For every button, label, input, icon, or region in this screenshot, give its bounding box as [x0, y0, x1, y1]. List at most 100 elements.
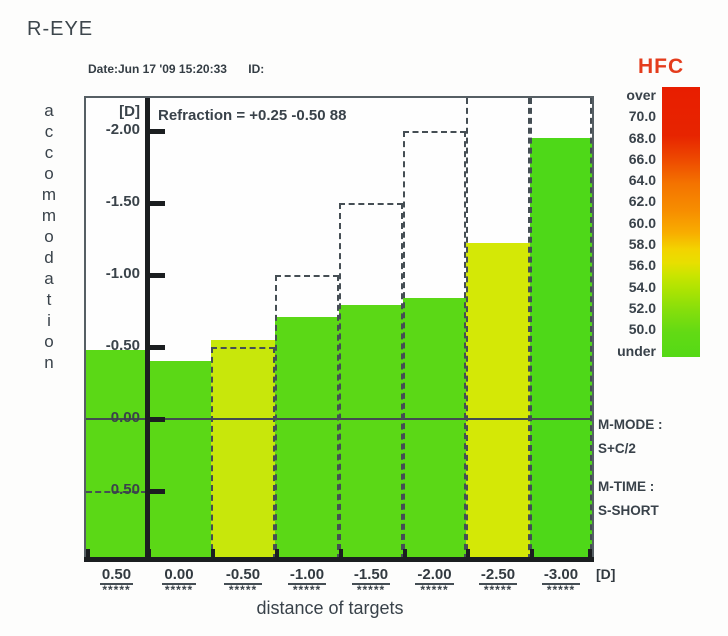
legend-label-over: over	[626, 87, 656, 103]
y-tick-label--1.50: -1.50	[105, 193, 140, 210]
legend-label-68.0: 68.0	[628, 129, 656, 146]
y-axis-title: a c c o m m o d a t i o n	[41, 101, 57, 372]
target-left--1.50	[339, 203, 341, 560]
legend-label-66.0: 66.0	[628, 150, 656, 167]
y-tick--1.50	[150, 201, 165, 206]
target-left--0.50	[211, 347, 213, 560]
x-axis-unit: [D]	[596, 566, 616, 582]
x-label-value: -2.00	[415, 566, 454, 585]
legend-label-54.0: 54.0	[628, 278, 656, 295]
x-label-value: -3.00	[541, 566, 581, 585]
target-top--1.50	[339, 203, 403, 205]
x-label--0.50: -0.50 *****	[211, 566, 275, 597]
x-tick	[466, 549, 470, 557]
y-tick-label-0.50: 0.50	[110, 481, 140, 498]
legend-label-58.0: 58.0	[628, 236, 656, 253]
refraction-annotation: Refraction = +0.25 -0.50 88	[158, 107, 347, 124]
measurement-settings: M-MODE : S+C/2 M-TIME : S-SHORT	[598, 417, 663, 518]
date-value: Date:Jun 17 '09 15:20:33	[88, 62, 227, 76]
target-right--1.00	[337, 275, 339, 560]
y-tick-0.00	[150, 417, 165, 422]
x-label--2.00: -2.00 *****	[403, 566, 467, 597]
legend-label-50.0: 50.0	[628, 321, 656, 338]
x-label-stars: *****	[292, 583, 322, 597]
target-top--1.00	[275, 275, 339, 277]
x-label--1.50: -1.50 *****	[339, 566, 403, 597]
x-tick	[147, 549, 151, 557]
y-tick-label-0.00: 0.00	[110, 409, 140, 426]
target-left--2.50	[466, 98, 468, 560]
x-label-stars: *****	[420, 583, 449, 597]
y-axis-unit: [D]	[119, 103, 140, 120]
accommodation-chart: Refraction = +0.25 -0.50 88 [D] -2.00 -1.5…	[84, 96, 594, 562]
target-top--0.50	[211, 347, 275, 349]
target-right--2.50	[528, 98, 530, 560]
x-tick	[86, 549, 90, 557]
target-right--2.00	[464, 131, 466, 560]
response-bar--3.00	[530, 138, 592, 560]
legend-label-56.0: 56.0	[628, 257, 656, 274]
legend-label-70.0: 70.0	[628, 108, 656, 125]
response-bar-0.50	[86, 349, 147, 560]
response-bar-0.00	[147, 361, 211, 560]
x-label-value: -0.50	[223, 566, 263, 585]
x-label-stars: *****	[102, 583, 131, 597]
x-label-stars: *****	[228, 583, 258, 597]
x-label-value: -1.00	[287, 566, 327, 585]
y-tick-label--2.00: -2.00	[105, 121, 140, 138]
target-left--2.00	[403, 131, 405, 560]
target-left--1.00	[275, 275, 277, 560]
x-tick	[211, 549, 215, 557]
response-bar--1.00	[275, 316, 339, 560]
x-label-stars: *****	[356, 583, 386, 597]
response-bar--1.50	[339, 305, 403, 560]
x-tick	[339, 549, 343, 557]
target-top--2.00	[403, 131, 466, 133]
y-tick--2.00	[150, 129, 165, 134]
x-label-0.50: 0.50 *****	[85, 566, 149, 597]
legend-label-64.0: 64.0	[628, 172, 656, 189]
x-label--1.00: -1.00 *****	[275, 566, 339, 597]
x-tick	[588, 549, 592, 557]
x-tick	[275, 549, 279, 557]
m-mode-value: S+C/2	[598, 441, 636, 456]
y-tick--0.50	[150, 345, 165, 350]
x-label-value: -2.50	[478, 566, 518, 585]
x-label-value: 0.50	[99, 566, 134, 585]
id-label: ID:	[248, 62, 265, 76]
legend-label-62.0: 62.0	[628, 193, 656, 210]
response-bar--0.50	[211, 339, 275, 560]
date-line: Date:Jun 17 '09 15:20:33 ID:	[88, 62, 264, 76]
legend-label-52.0: 52.0	[628, 299, 656, 316]
hfc-color-scale	[662, 87, 700, 357]
legend-label-under: under	[617, 342, 656, 359]
m-time-label: M-TIME :	[598, 479, 655, 494]
y-tick-label--0.50: -0.50	[105, 337, 140, 354]
x-label--2.50: -2.50 *****	[466, 566, 530, 597]
target-right--3.00	[590, 98, 592, 560]
target-right--0.50	[273, 347, 275, 560]
x-label-value: -1.50	[351, 566, 391, 585]
x-label-stars: *****	[164, 583, 194, 597]
x-axis-line	[84, 557, 594, 562]
target-left--3.00	[530, 98, 532, 560]
target-line-0.50	[86, 491, 147, 493]
y-tick-label--1.00: -1.00	[105, 265, 140, 282]
response-bar--2.00	[403, 298, 466, 560]
y-tick-0.50	[150, 489, 165, 494]
y-tick--1.00	[150, 273, 165, 278]
legend-label-60.0: 60.0	[628, 214, 656, 231]
response-bar--2.50	[466, 243, 530, 560]
m-time-value: S-SHORT	[598, 503, 659, 518]
target-right--1.50	[401, 203, 403, 560]
x-axis-title: distance of targets	[256, 598, 404, 618]
x-label-stars: *****	[546, 583, 576, 597]
legend-title: HFC	[638, 55, 685, 78]
legend-labels: over 70.0 68.0 66.0 64.0 62.0 60.0 58.0 56.0 54.0…	[590, 85, 656, 362]
x-tick	[403, 549, 407, 557]
m-mode-label: M-MODE :	[598, 417, 663, 432]
x-label--3.00: -3.00 *****	[529, 566, 593, 597]
x-tick	[530, 549, 534, 557]
x-label-value: 0.00	[162, 566, 196, 585]
